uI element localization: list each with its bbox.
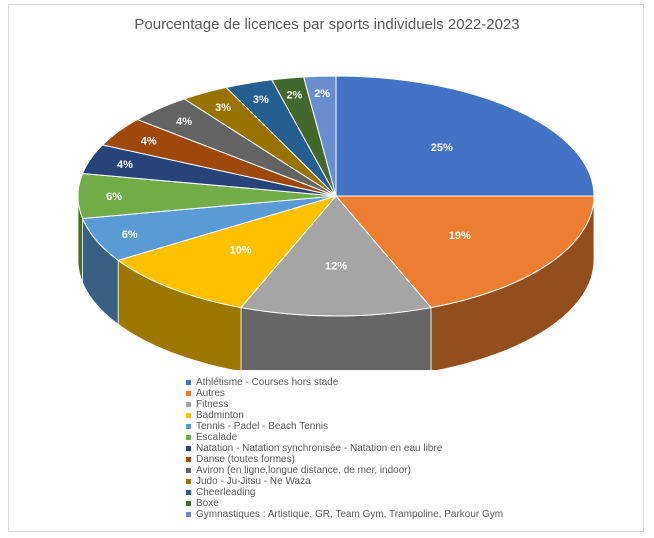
legend-swatch (186, 391, 191, 396)
legend-item: Gymnastiques : Artistique, GR, Team Gym,… (186, 509, 503, 520)
legend-item: Athlétisme - Courses hors stade (186, 377, 503, 388)
legend-item: Escalade (186, 432, 503, 443)
data-label-3: 12% (325, 261, 347, 273)
pie-slice-1 (335, 75, 595, 197)
legend-item: Autres (186, 388, 503, 399)
legend-label: Gymnastiques : Artistique, GR, Team Gym,… (196, 509, 504, 520)
legend-item: Danse (toutes formes) (186, 454, 503, 465)
legend-item: Cheerleading (186, 487, 503, 498)
legend-item: Tennis - Padel - Beach Tennis (186, 421, 503, 432)
legend-label: Autres (196, 388, 225, 399)
legend-swatch (186, 380, 191, 385)
pie-side-3 (240, 307, 432, 370)
data-label-13: 2% (314, 88, 330, 100)
data-label-7: 4% (117, 159, 133, 171)
data-label-11: 3% (253, 94, 269, 106)
data-label-12: 2% (286, 90, 302, 102)
data-label-5: 6% (122, 229, 138, 241)
legend-label: Natation - Natation synchronisée - Natat… (196, 443, 443, 454)
legend-swatch (186, 413, 191, 418)
legend-label: Tennis - Padel - Beach Tennis (196, 421, 329, 432)
legend-swatch (186, 468, 191, 473)
legend-label: Aviron (en ligne,longue distance, de mer… (196, 465, 411, 476)
legend-item: Fitness (186, 399, 503, 410)
legend-swatch (186, 490, 191, 495)
legend-label: Badminton (196, 410, 244, 421)
legend-item: Badminton (186, 410, 503, 421)
legend-item: Judo - Ju-Jitsu - Ne Waza (186, 476, 503, 487)
legend-item: Boxe (186, 498, 503, 509)
data-label-6: 6% (106, 191, 122, 203)
legend-label: Judo - Ju-Jitsu - Ne Waza (196, 476, 311, 487)
legend-swatch (186, 512, 191, 517)
legend-swatch (186, 424, 191, 429)
pie-side-walls (77, 195, 595, 370)
legend: Athlétisme - Courses hors stade Autres Fit… (186, 377, 503, 520)
legend-label: Danse (toutes formes) (196, 454, 295, 465)
data-label-4: 10% (230, 245, 252, 257)
data-label-8: 4% (141, 136, 157, 148)
pie-slice-2 (334, 195, 595, 309)
data-label-9: 4% (176, 116, 192, 128)
legend-swatch (186, 402, 191, 407)
data-labels: 25% 19% 12% 10% 6% 6% 4% 4% 4% 3% 3% 2% 2% (106, 88, 471, 273)
data-label-10: 3% (215, 102, 231, 114)
legend-item: Aviron (en ligne,longue distance, de mer… (186, 465, 503, 476)
pie-slice-13 (303, 75, 337, 197)
pie-top (77, 75, 595, 317)
legend-swatch (186, 457, 191, 462)
legend-swatch (186, 501, 191, 506)
legend-label: Escalade (196, 432, 238, 443)
legend-label: Cheerleading (196, 487, 256, 498)
legend-swatch (186, 479, 191, 484)
pie-slice-3 (240, 195, 432, 317)
data-label-1: 25% (431, 142, 453, 154)
pie-chart: 25% 19% 12% 10% 6% 6% 4% 4% 4% 3% 3% 2% 2% (77, 75, 595, 370)
legend-swatch (186, 435, 191, 440)
legend-label: Athlétisme - Courses hors stade (196, 377, 339, 388)
chart-title: Pourcentage de licences par sports indiv… (134, 16, 520, 33)
data-label-2: 19% (449, 230, 471, 242)
legend-item: Natation - Natation synchronisée - Natat… (186, 443, 503, 454)
legend-label: Boxe (196, 498, 219, 509)
pie-slice-4 (117, 195, 338, 309)
legend-label: Fitness (196, 399, 229, 410)
legend-swatch (186, 446, 191, 451)
